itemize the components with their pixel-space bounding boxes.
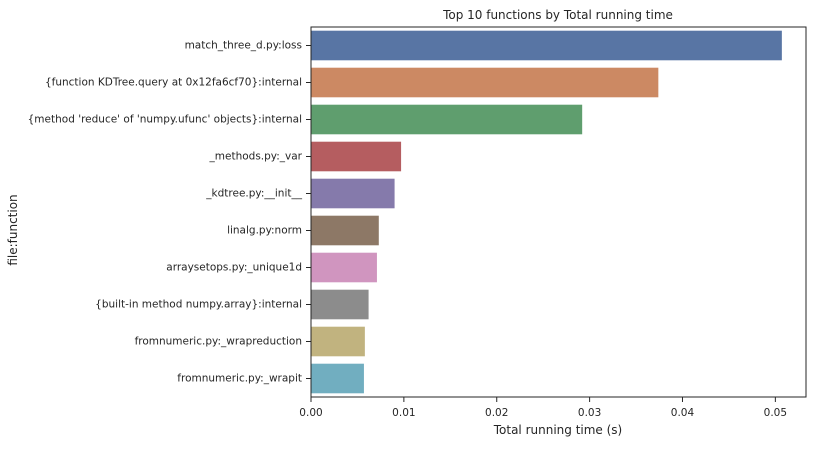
bar: [311, 252, 377, 283]
y-tick-label: _methods.py:_var: [209, 151, 303, 163]
y-axis-ticks: match_three_d.py:loss {function KDTree.qu…: [28, 40, 311, 385]
y-tick-label: {built-in method numpy.array}:internal: [95, 299, 302, 311]
x-tick-label: 0.04: [671, 407, 695, 419]
x-tick-label: 0.03: [578, 407, 601, 419]
bars-group: [311, 30, 782, 394]
y-tick-label: _kdtree.py:__init__: [205, 188, 302, 200]
bar: [311, 215, 379, 246]
y-tick-label: arraysetops.py:_unique1d: [166, 262, 302, 274]
x-axis-label: Total running time (s): [493, 423, 623, 437]
y-tick-label: match_three_d.py:loss: [185, 40, 302, 52]
x-tick-label: 0.01: [392, 407, 415, 419]
x-tick-label: 0.05: [764, 407, 787, 419]
plot-frame: [310, 26, 807, 398]
y-axis-label: file:function: [6, 194, 20, 265]
bar: [311, 67, 659, 98]
x-tick-label: 0.02: [485, 407, 508, 419]
y-tick-label: {method 'reduce' of 'numpy.ufunc' object…: [28, 114, 302, 126]
bar: [311, 363, 364, 394]
bar: [311, 104, 583, 135]
y-tick-label: fromnumeric.py:_wrapreduction: [135, 336, 302, 348]
bar: [311, 30, 782, 61]
bar: [311, 289, 369, 320]
chart-title: Top 10 functions by Total running time: [442, 8, 673, 22]
bar: [311, 141, 402, 172]
bar: [311, 178, 395, 209]
x-axis-ticks: 0.00 0.01 0.02 0.03 0.04 0.05: [299, 397, 787, 419]
y-tick-label: {function KDTree.query at 0x12fa6cf70}:i…: [45, 77, 302, 89]
bar: [311, 326, 365, 357]
y-tick-label: fromnumeric.py:_wrapit: [177, 373, 302, 385]
y-tick-label: linalg.py:norm: [227, 225, 302, 237]
x-tick-label: 0.00: [299, 407, 322, 419]
